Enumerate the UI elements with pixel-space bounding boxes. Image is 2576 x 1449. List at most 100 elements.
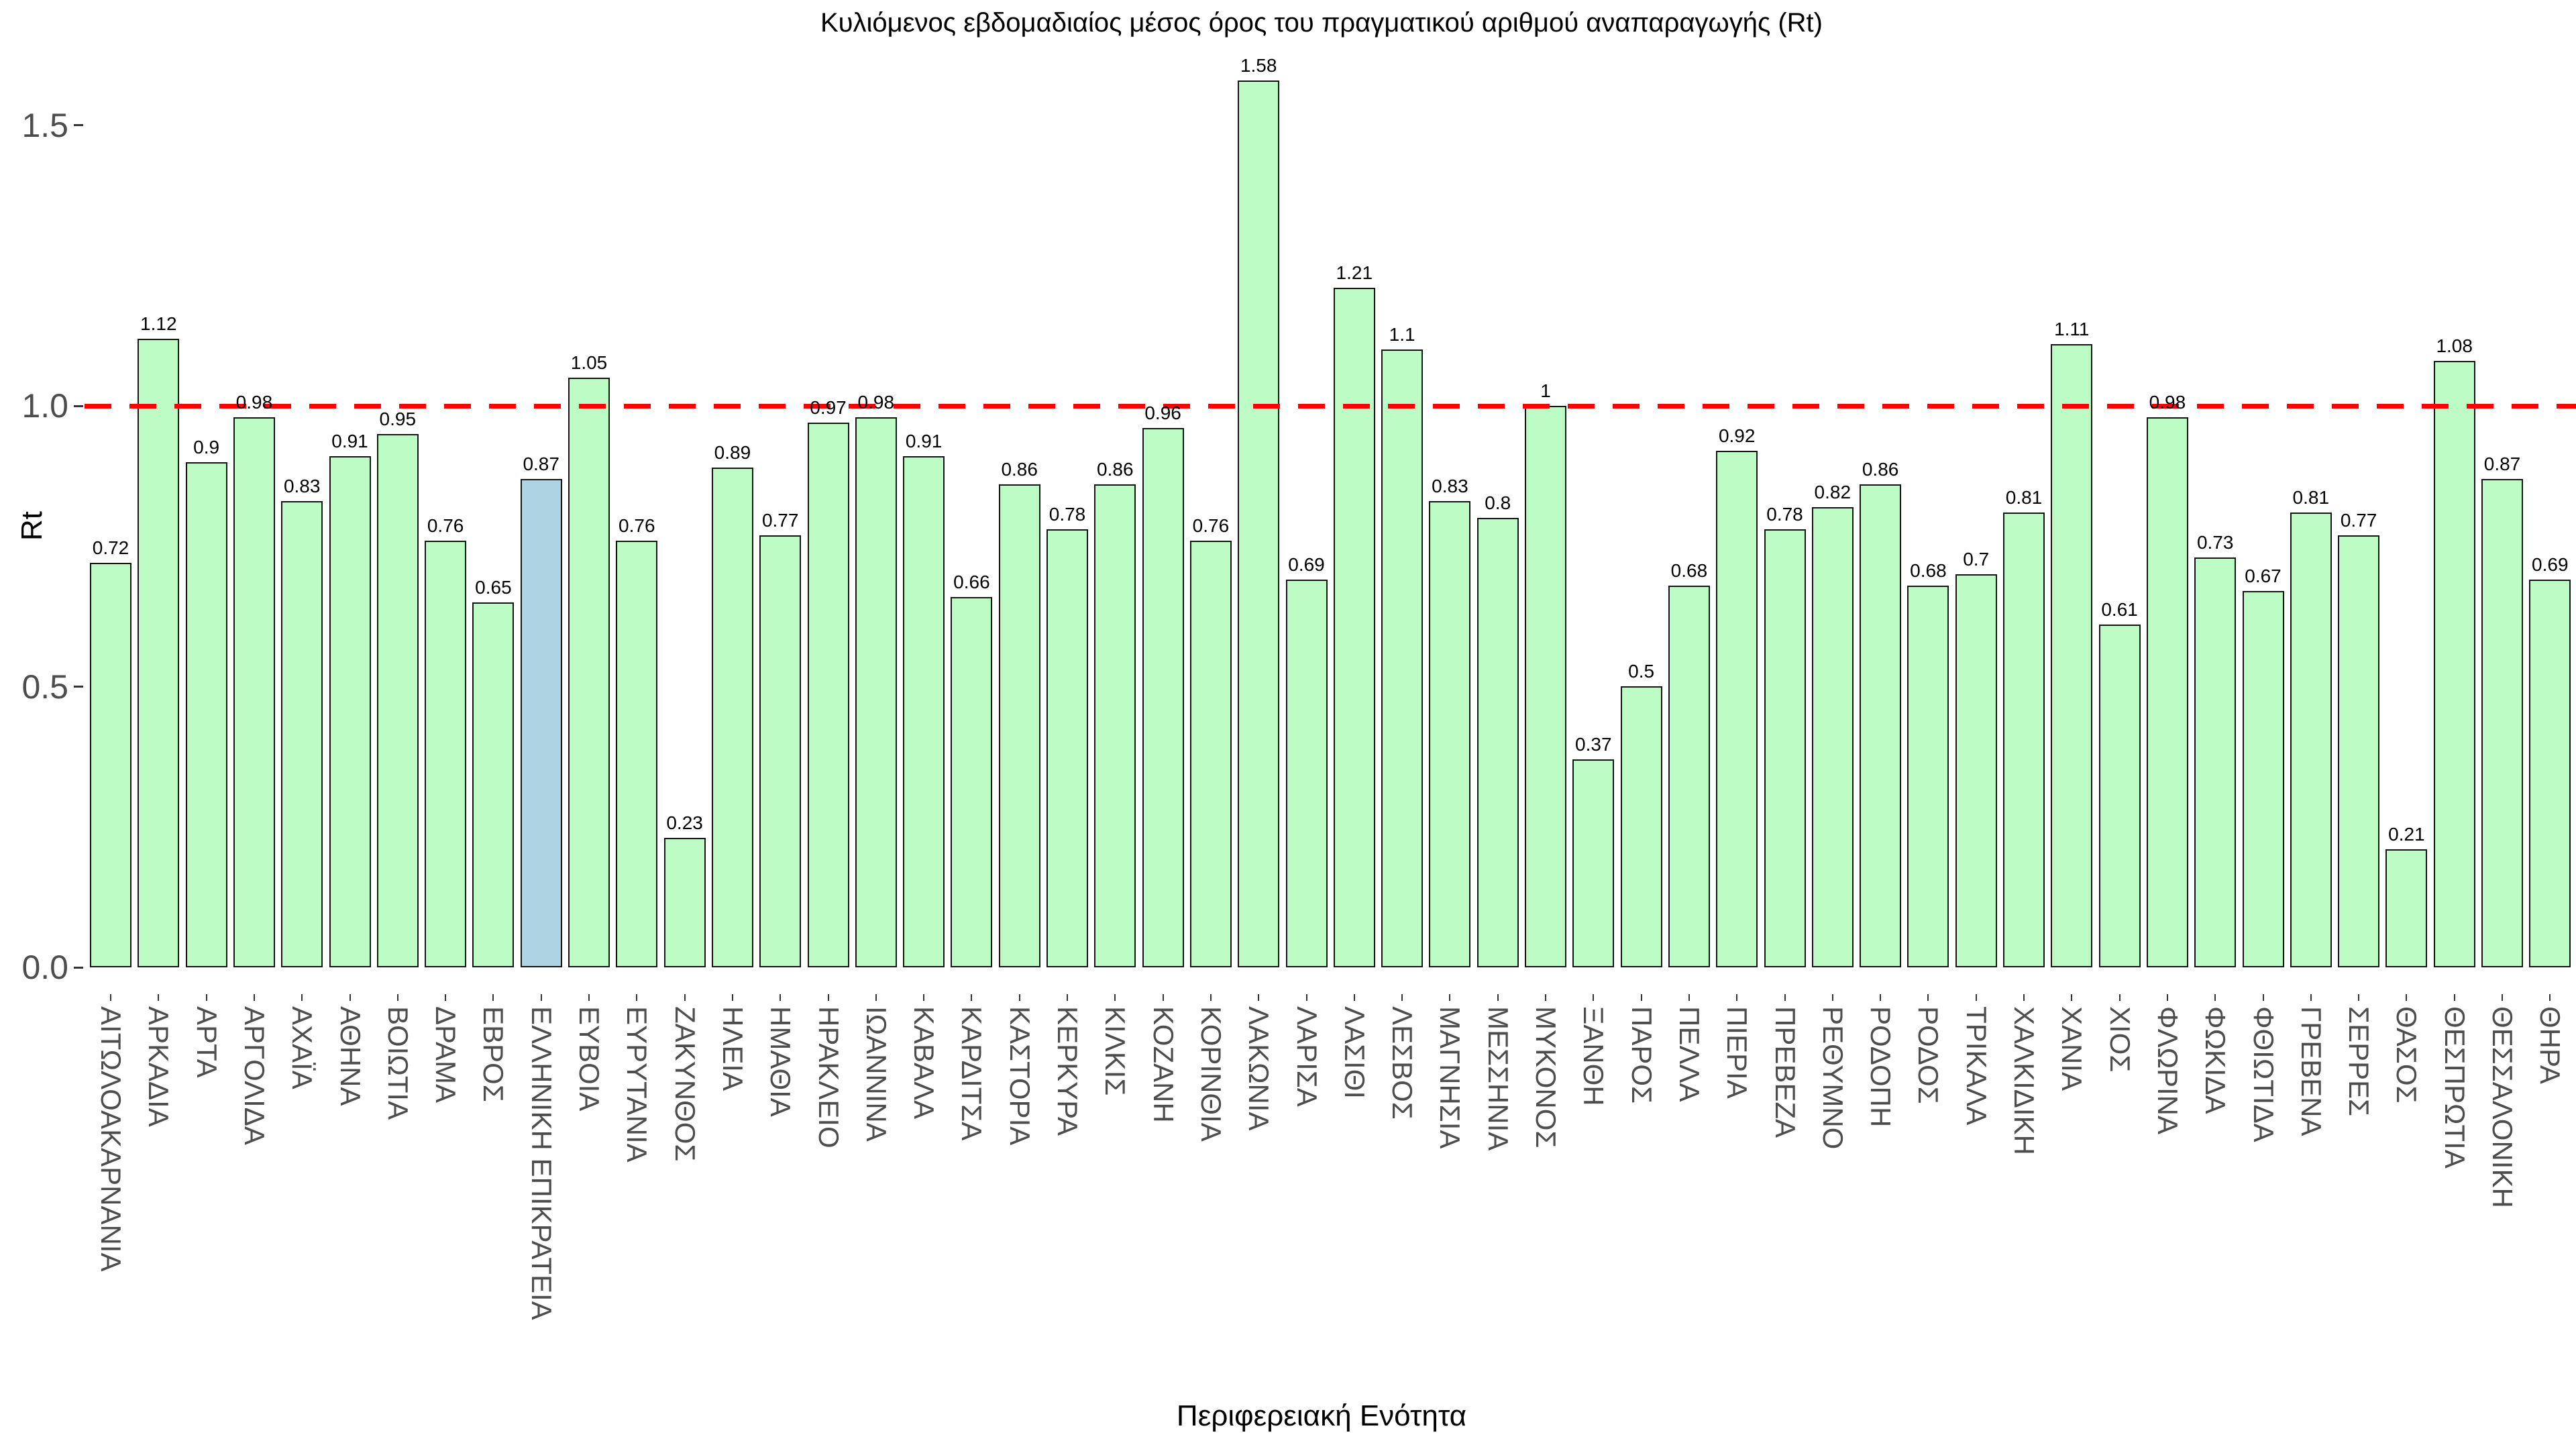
bar-ΡΕΘΥΜΝΟ[interactable] [1811, 507, 1854, 967]
x-tick-mark [780, 994, 782, 1001]
bar-ΑΡΚΑΔΙΑ[interactable] [138, 339, 180, 967]
bar-ΘΕΣΣΑΛΟΝΙΚΗ[interactable] [2481, 479, 2523, 967]
x-tick-label-ΑΙΤΩΛΟΑΚΑΡΝΑΝΙΑ: ΑΙΤΩΛΟΑΚΑΡΝΑΝΙΑ [95, 1006, 127, 1272]
bar-value-label: 1.08 [2436, 335, 2473, 356]
bar-ΠΙΕΡΙΑ[interactable] [1716, 451, 1758, 967]
bar-ΠΡΕΒΕΖΑ[interactable] [1764, 529, 1806, 967]
x-tick-label-ΗΛΕΙΑ: ΗΛΕΙΑ [716, 1006, 749, 1091]
bar-ΗΜΑΘΙΑ[interactable] [759, 535, 802, 967]
x-tick-label-ΙΩΑΝΝΙΝΑ: ΙΩΑΝΝΙΝΑ [860, 1006, 892, 1142]
bar-ΚΟΡΙΝΘΙΑ[interactable] [1189, 541, 1232, 967]
x-tick-label-ΚΑΡΔΙΤΣΑ: ΚΑΡΔΙΤΣΑ [956, 1006, 988, 1141]
x-tick-label-ΑΡΚΑΔΙΑ: ΑΡΚΑΔΙΑ [143, 1006, 175, 1127]
bar-ΦΛΩΡΙΝΑ[interactable] [2146, 417, 2188, 967]
y-axis-title: Rt [15, 511, 48, 541]
bar-ΚΑΒΑΛΑ[interactable] [903, 456, 945, 967]
bar-ΤΡΙΚΑΛΑ[interactable] [1955, 574, 1997, 967]
bar-ΑΡΤΑ[interactable] [185, 462, 227, 967]
x-tick-label-ΛΑΣΙΘΙ: ΛΑΣΙΘΙ [1338, 1006, 1371, 1099]
bar-ΠΑΡΟΣ[interactable] [1620, 686, 1662, 967]
y-tick-mark [74, 686, 83, 688]
bar-ΦΘΙΩΤΙΔΑ[interactable] [2242, 591, 2284, 967]
bar-ΕΛΛΗΝΙΚΗ ΕΠΙΚΡΑΤΕΙΑ[interactable] [520, 479, 562, 967]
bar-ΕΥΡΥΤΑΝΙΑ[interactable] [616, 541, 658, 967]
x-tick-mark [2214, 994, 2216, 1001]
bar-ΗΡΑΚΛΕΙΟ[interactable] [807, 423, 849, 967]
bar-ΚΟΖΑΝΗ[interactable] [1142, 428, 1184, 967]
bar-ΛΑΚΩΝΙΑ[interactable] [1238, 80, 1280, 967]
bar-ΓΡΕΒΕΝΑ[interactable] [2290, 513, 2332, 967]
bar-ΛΕΣΒΟΣ[interactable] [1381, 350, 1424, 967]
bar-ΑΘΗΝΑ[interactable] [329, 456, 371, 967]
bar-ΑΧΑΪΑ[interactable] [281, 501, 323, 967]
bar-ΖΑΚΥΝΘΟΣ[interactable] [663, 838, 706, 967]
bar-ΦΩΚΙΔΑ[interactable] [2194, 557, 2237, 967]
bar-ΧΑΛΚΙΔΙΚΗ[interactable] [2003, 513, 2045, 967]
bar-value-label: 0.83 [283, 476, 321, 496]
x-tick-mark [253, 994, 255, 1001]
bar-ΕΥΒΟΙΑ[interactable] [568, 378, 610, 967]
bar-value-label: 0.76 [1192, 515, 1230, 536]
x-tick-mark [2549, 994, 2551, 1001]
bar-ΜΕΣΣΗΝΙΑ[interactable] [1477, 518, 1519, 967]
x-tick-mark [2502, 994, 2503, 1001]
bar-ΒΟΙΩΤΙΑ[interactable] [376, 434, 419, 967]
x-tick-mark [2310, 994, 2312, 1001]
bar-ΑΡΓΟΛΙΔΑ[interactable] [233, 417, 275, 967]
bar-ΧΑΝΙΑ[interactable] [2051, 344, 2093, 967]
x-tick-mark [1162, 994, 1164, 1001]
x-axis-title: Περιφερειακή Ενότητα [1176, 1399, 1467, 1432]
bar-value-label: 1 [1540, 380, 1551, 401]
bar-ΡΟΔΟΠΗ[interactable] [1860, 484, 1902, 967]
bar-ΚΕΡΚΥΡΑ[interactable] [1046, 529, 1088, 967]
x-tick-label-ΕΥΒΟΙΑ: ΕΥΒΟΙΑ [574, 1006, 605, 1112]
bar-value-label: 1.11 [2054, 319, 2090, 339]
x-tick-label-ΘΕΣΠΡΩΤΙΑ: ΘΕΣΠΡΩΤΙΑ [2438, 1006, 2471, 1169]
bar-ΠΕΛΛΑ[interactable] [1668, 586, 1710, 967]
chart-title: Κυλιόμενος εβδομαδιαίος μέσος όρος του π… [820, 8, 1823, 38]
bar-ΚΑΡΔΙΤΣΑ[interactable] [951, 597, 993, 967]
x-tick-mark [1353, 994, 1355, 1001]
x-tick-mark [1401, 994, 1403, 1001]
x-tick-label-ΞΑΝΘΗ: ΞΑΝΘΗ [1578, 1006, 1610, 1106]
bar-value-label: 0.86 [1862, 459, 1899, 480]
bar-value-label: 0.7 [1963, 549, 1990, 570]
bar-ΕΒΡΟΣ[interactable] [472, 602, 515, 967]
bar-ΘΗΡΑ[interactable] [2529, 580, 2571, 967]
bar-ΣΕΡΡΕΣ[interactable] [2338, 535, 2380, 967]
x-tick-mark [827, 994, 829, 1001]
x-tick-mark [1880, 994, 1882, 1001]
bar-value-label: 0.98 [235, 392, 273, 413]
bar-ΜΑΓΝΗΣΙΑ[interactable] [1429, 501, 1471, 967]
bar-value-label: 0.72 [92, 537, 129, 558]
bar-ΚΙΛΚΙΣ[interactable] [1094, 484, 1136, 967]
x-tick-label-ΜΑΓΝΗΣΙΑ: ΜΑΓΝΗΣΙΑ [1434, 1006, 1466, 1149]
bar-ΞΑΝΘΗ[interactable] [1572, 759, 1615, 967]
x-tick-mark [158, 994, 160, 1001]
bar-value-label: 0.8 [1485, 492, 1511, 513]
x-tick-mark [1545, 994, 1546, 1001]
bar-ΗΛΕΙΑ[interactable] [711, 468, 753, 967]
bar-ΧΙΟΣ[interactable] [2098, 625, 2141, 967]
bar-ΜΥΚΟΝΟΣ[interactable] [1525, 406, 1566, 967]
x-tick-label-ΜΥΚΟΝΟΣ: ΜΥΚΟΝΟΣ [1530, 1006, 1562, 1148]
y-tick-mark [74, 405, 83, 407]
bar-ΔΡΑΜΑ[interactable] [425, 541, 467, 967]
x-tick-mark [2358, 994, 2360, 1001]
bar-ΘΕΣΠΡΩΤΙΑ[interactable] [2433, 361, 2475, 967]
bar-ΛΑΡΙΣΑ[interactable] [1285, 580, 1328, 967]
x-tick-label-ΘΑΣΟΣ: ΘΑΣΟΣ [2391, 1006, 2423, 1104]
bar-value-label: 0.21 [2388, 824, 2425, 845]
x-tick-mark [2166, 994, 2168, 1001]
bar-ΡΟΔΟΣ[interactable] [1907, 586, 1949, 967]
bar-ΘΑΣΟΣ[interactable] [2385, 849, 2428, 967]
bar-value-label: 0.66 [953, 572, 990, 592]
x-tick-label-ΤΡΙΚΑΛΑ: ΤΡΙΚΑΛΑ [1960, 1006, 1992, 1126]
bar-ΑΙΤΩΛΟΑΚΑΡΝΑΝΙΑ[interactable] [90, 563, 131, 967]
x-tick-label-ΠΡΕΒΕΖΑ: ΠΡΕΒΕΖΑ [1769, 1006, 1801, 1138]
bar-ΚΑΣΤΟΡΙΑ[interactable] [998, 484, 1040, 967]
bar-value-label: 0.92 [1718, 425, 1756, 446]
bar-ΙΩΑΝΝΙΝΑ[interactable] [855, 417, 897, 967]
bar-ΛΑΣΙΘΙ[interactable] [1333, 288, 1375, 967]
